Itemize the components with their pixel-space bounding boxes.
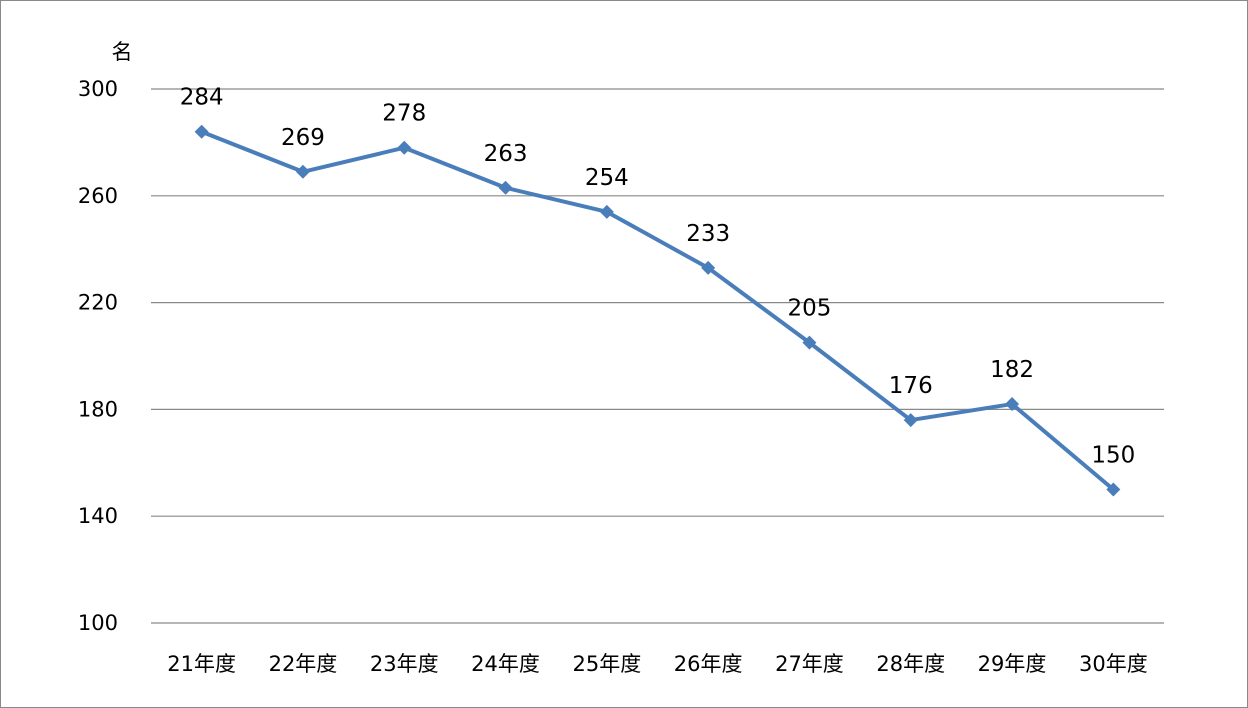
data-point-marker	[1005, 397, 1020, 412]
data-label: 205	[787, 296, 831, 322]
x-tick-label: 26年度	[674, 652, 743, 676]
y-tick-label: 180	[78, 397, 118, 421]
x-tick-label: 30年度	[1079, 652, 1148, 676]
data-label: 263	[484, 141, 528, 167]
x-tick-label: 21年度	[167, 652, 236, 676]
x-tick-label: 25年度	[572, 652, 641, 676]
x-axis: 21年度 22年度 23年度 24年度 25年度 26年度 27年度 28年度 29年度 30年度	[167, 652, 1147, 676]
x-tick-label: 29年度	[978, 652, 1047, 676]
data-point-marker	[1106, 482, 1121, 497]
data-label: 278	[382, 101, 426, 127]
data-label: 284	[180, 85, 224, 111]
data-point-marker	[701, 260, 716, 275]
data-labels: 284 269 278 263 254 233 205 176 182 150	[180, 85, 1136, 469]
x-tick-label: 27年度	[775, 652, 844, 676]
series-line	[199, 129, 1116, 492]
y-axis: 名 100 140 180 220 260 300	[78, 40, 133, 635]
data-point-marker	[397, 140, 412, 155]
data-point-marker	[194, 124, 209, 139]
y-tick-label: 260	[78, 184, 118, 208]
data-label: 233	[686, 221, 730, 247]
data-label: 269	[281, 125, 325, 151]
data-point-marker	[295, 164, 310, 179]
data-label: 254	[585, 165, 629, 191]
x-tick-label: 23年度	[370, 652, 439, 676]
y-tick-label: 140	[78, 504, 118, 528]
x-tick-label: 24年度	[471, 652, 540, 676]
y-tick-label: 220	[78, 291, 118, 315]
data-label: 182	[990, 357, 1034, 383]
data-point-marker	[903, 413, 918, 428]
y-tick-label: 300	[78, 77, 118, 101]
data-point-marker	[802, 335, 817, 350]
y-unit-label: 名	[112, 40, 133, 64]
y-tick-label: 100	[78, 611, 118, 635]
data-label: 150	[1091, 443, 1135, 469]
gridlines	[151, 88, 1164, 624]
x-tick-label: 22年度	[269, 652, 338, 676]
data-point-marker	[599, 204, 614, 219]
data-label: 176	[889, 373, 933, 399]
series-markers	[194, 124, 1121, 497]
series-line	[199, 129, 1116, 492]
data-point-marker	[498, 180, 513, 195]
x-tick-label: 28年度	[876, 652, 945, 676]
